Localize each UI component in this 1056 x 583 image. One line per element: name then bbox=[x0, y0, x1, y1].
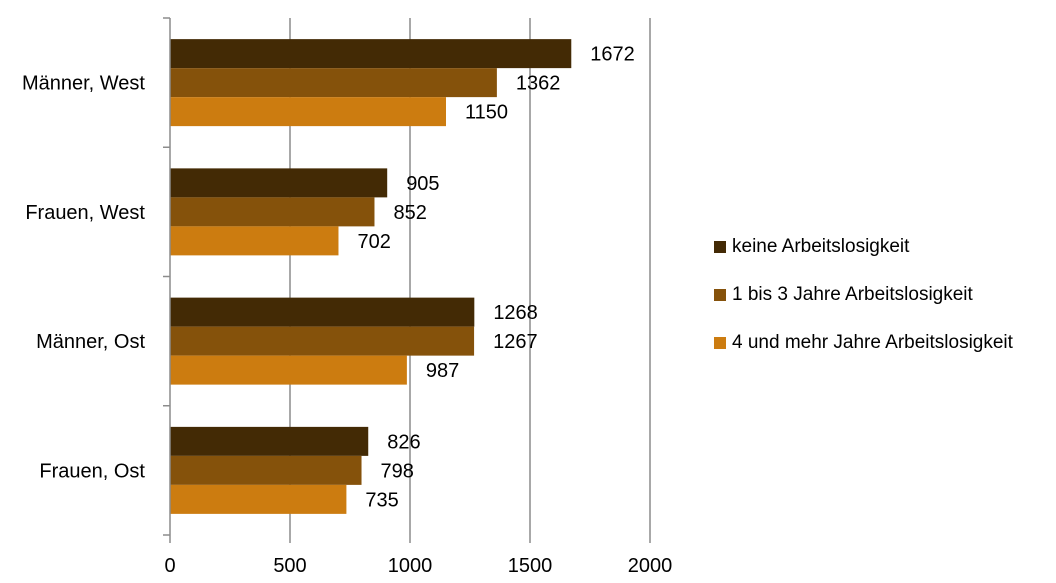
bar bbox=[170, 97, 446, 127]
category-label: Männer, Ost bbox=[36, 331, 145, 353]
x-tick-label: 0 bbox=[164, 555, 175, 577]
bar bbox=[170, 426, 369, 456]
category-label: Frauen, West bbox=[25, 202, 145, 224]
x-tick-label: 1000 bbox=[388, 555, 433, 577]
data-label: 987 bbox=[426, 360, 459, 382]
legend-label: 1 bis 3 Jahre Arbeitslosigkeit bbox=[732, 284, 973, 305]
legend-swatch bbox=[714, 337, 726, 349]
data-label: 1362 bbox=[516, 73, 561, 95]
data-label: 826 bbox=[387, 431, 420, 453]
legend-swatch bbox=[714, 241, 726, 253]
data-label: 1672 bbox=[590, 44, 635, 66]
data-label: 798 bbox=[381, 460, 414, 482]
bar bbox=[170, 68, 497, 98]
category-label: Männer, West bbox=[22, 73, 145, 95]
legend-label: 4 und mehr Jahre Arbeitslosigkeit bbox=[732, 332, 1013, 353]
category-label: Frauen, Ost bbox=[39, 460, 145, 482]
bar bbox=[170, 484, 347, 514]
legend-item-keine: keine Arbeitslosigkeit bbox=[714, 234, 1013, 260]
bar bbox=[170, 355, 407, 385]
legend-label: keine Arbeitslosigkeit bbox=[732, 236, 910, 257]
bar bbox=[170, 168, 388, 198]
data-label: 702 bbox=[357, 231, 390, 253]
bar bbox=[170, 226, 339, 256]
legend-item-4-und-mehr: 4 und mehr Jahre Arbeitslosigkeit bbox=[714, 330, 1013, 356]
axes bbox=[163, 17, 651, 543]
x-tick-label: 500 bbox=[273, 555, 306, 577]
bar bbox=[170, 297, 475, 327]
x-tick-label: 2000 bbox=[628, 555, 673, 577]
data-label: 1268 bbox=[493, 302, 538, 324]
data-label: 852 bbox=[393, 202, 426, 224]
bars bbox=[170, 39, 572, 514]
legend-swatch bbox=[714, 289, 726, 301]
bar bbox=[170, 455, 362, 485]
labels: 0 500 1000 1500 2000 Männer, West 1672 1362 1150… bbox=[22, 44, 672, 577]
bar bbox=[170, 197, 375, 227]
legend-item-1-bis-3: 1 bis 3 Jahre Arbeitslosigkeit bbox=[714, 282, 1013, 308]
bar bbox=[170, 326, 475, 356]
data-label: 1267 bbox=[493, 331, 537, 353]
data-label: 735 bbox=[365, 489, 398, 511]
data-label: 905 bbox=[406, 173, 439, 195]
data-label: 1150 bbox=[465, 102, 508, 124]
x-tick-label: 1500 bbox=[508, 555, 553, 577]
bar bbox=[170, 39, 572, 69]
legend: keine Arbeitslosigkeit 1 bis 3 Jahre Arb… bbox=[714, 234, 1013, 378]
